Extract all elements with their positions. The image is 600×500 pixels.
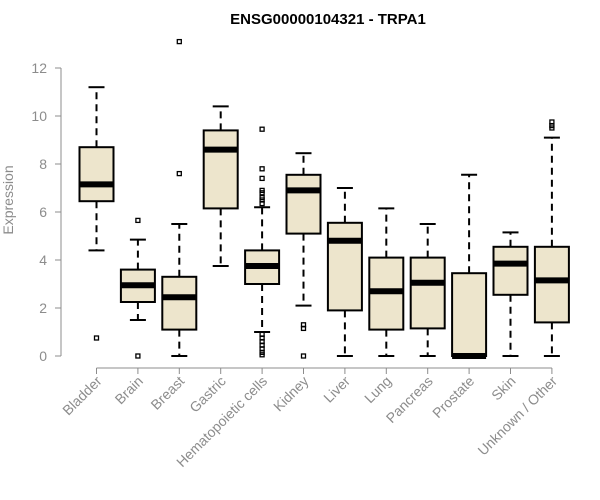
y-tick-label: 2 bbox=[39, 300, 47, 316]
outlier-point bbox=[176, 38, 182, 45]
x-tick-label: Bladder bbox=[59, 373, 105, 419]
box-group bbox=[368, 207, 405, 357]
box-group bbox=[326, 187, 363, 357]
outlier-point bbox=[300, 325, 307, 332]
y-axis: 0 2 4 6 8 10 12 bbox=[31, 60, 62, 364]
box-group bbox=[451, 173, 488, 359]
box-series bbox=[78, 38, 570, 359]
y-tick-label: 8 bbox=[39, 156, 47, 172]
x-tick-label: Unknown / Other bbox=[474, 373, 560, 459]
box bbox=[409, 256, 446, 330]
box-group bbox=[161, 38, 198, 357]
outlier-point bbox=[259, 166, 265, 172]
outlier-point bbox=[135, 217, 141, 224]
box-group bbox=[285, 152, 322, 359]
x-tick-label: Prostate bbox=[429, 373, 477, 421]
outlier-point bbox=[259, 175, 265, 182]
box-group bbox=[78, 86, 115, 341]
box bbox=[451, 272, 488, 358]
x-tick-label: Lung bbox=[361, 373, 394, 406]
x-tick-label: Brain bbox=[112, 373, 146, 407]
box-group bbox=[202, 105, 239, 267]
outlier-point bbox=[259, 200, 265, 207]
chart-title: ENSG00000104321 - TRPA1 bbox=[230, 11, 426, 28]
y-tick-label: 6 bbox=[39, 204, 47, 220]
box bbox=[285, 173, 322, 235]
box bbox=[202, 129, 239, 210]
x-tick-label: Liver bbox=[320, 373, 353, 406]
outlier-point bbox=[300, 353, 307, 359]
y-tick-label: 0 bbox=[39, 348, 47, 364]
outlier-point bbox=[259, 190, 265, 196]
outlier-point bbox=[259, 126, 265, 132]
box-group bbox=[409, 223, 446, 357]
y-axis-label: Expression bbox=[0, 165, 16, 234]
box-group bbox=[244, 126, 281, 358]
outlier-point bbox=[135, 353, 141, 359]
box-group bbox=[492, 231, 529, 357]
y-tick-label: 4 bbox=[39, 252, 47, 268]
box bbox=[78, 146, 115, 203]
box-group bbox=[533, 119, 570, 357]
box bbox=[326, 221, 363, 312]
x-tick-label: Kidney bbox=[270, 373, 312, 415]
outlier-point bbox=[176, 170, 182, 177]
box-group bbox=[119, 217, 156, 359]
box bbox=[533, 245, 570, 324]
box bbox=[161, 275, 198, 331]
outlier-point bbox=[93, 335, 100, 341]
outlier-point bbox=[549, 125, 555, 131]
x-tick-label: Skin bbox=[488, 373, 519, 404]
y-tick-label: 10 bbox=[31, 108, 47, 124]
outlier-point bbox=[259, 352, 265, 358]
y-tick-label: 12 bbox=[31, 60, 47, 76]
box bbox=[492, 245, 529, 296]
x-tick-label: Breast bbox=[147, 373, 187, 413]
